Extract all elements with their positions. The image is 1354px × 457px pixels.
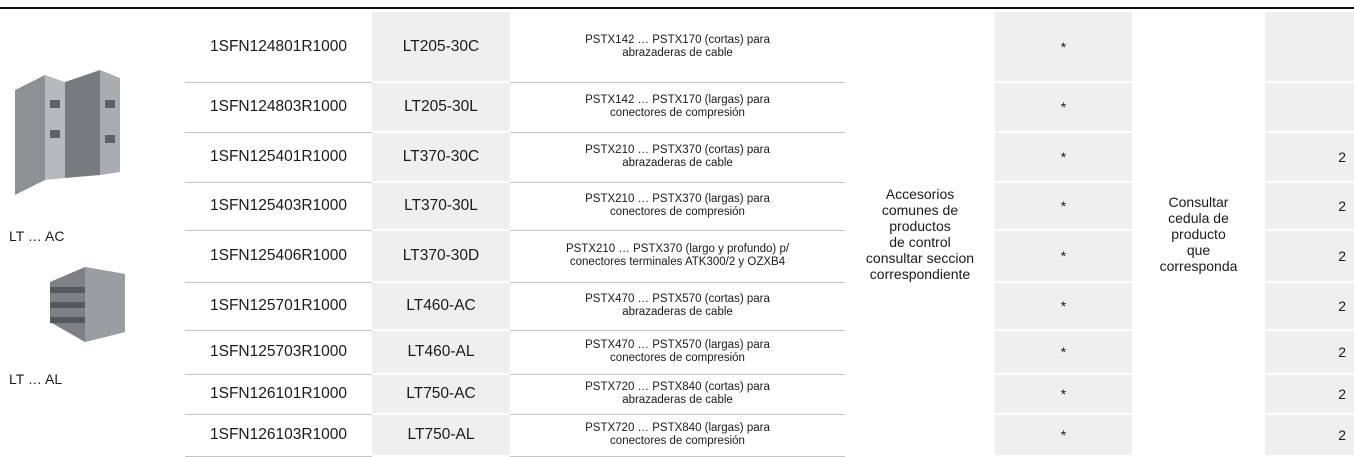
type-code: LT460-AL [372,330,510,375]
order-code: 1SFN125403R1000 [185,182,372,231]
table-row: 1SFN125406R1000 LT370-30D PSTX210 … PSTX37… [185,230,1354,283]
order-code: 1SFN124801R1000 [185,12,372,83]
text-line: comunes de [881,202,959,218]
table-row: 1SFN124803R1000 LT205-30L PSTX142 … PSTX17… [185,82,1354,133]
text-line: PSTX142 … PSTX170 (cortas) para [585,33,770,46]
description: PSTX210 … PSTX370 (cortas) para abrazader… [510,132,845,183]
description: PSTX470 … PSTX570 (cortas) para abrazader… [510,282,845,331]
order-code: 1SFN125401R1000 [185,132,372,183]
order-code: 1SFN126103R1000 [185,414,372,457]
text-line: PSTX470 … PSTX570 (cortas) para [585,293,770,305]
text-line: que [1186,242,1211,258]
text-line: PSTX142 … PSTX170 (largas) para [585,94,770,106]
description: PSTX210 … PSTX370 (largo y profundo) p/c… [510,230,845,283]
accessory-table: 1SFN124801R1000 LT205-30C PSTX142 … PSTX17… [185,12,1354,457]
description: PSTX210 … PSTX370 (largas) para conectore… [510,182,845,231]
text-line: corresponda [1159,258,1238,274]
table-row: 1SFN125703R1000 LT460-AL PSTX470 … PSTX570… [185,330,1354,375]
top-rule [0,7,1354,9]
text-line: conectores terminales ATK300/2 y OZXB4 [569,256,786,268]
description: PSTX142 … PSTX170 (largas) para conectore… [510,82,845,133]
type-code: LT370-30C [372,132,510,183]
mark: * [995,230,1132,283]
order-code: 1SFN125703R1000 [185,330,372,375]
mark: * [995,414,1132,457]
text-line: conectores de compresión [610,206,745,218]
text-line: Consultar [1168,194,1229,210]
order-code: 1SFN125406R1000 [185,230,372,283]
text-line: PSTX470 … PSTX570 (largas) para [585,339,770,351]
type-code: LT205-30C [372,12,510,83]
text-line: PSTX720 … PSTX840 (largas) para [585,422,770,434]
mark: * [995,374,1132,415]
order-code: 1SFN124803R1000 [185,82,372,133]
text-line: cedula de [1168,210,1229,226]
table-row: 1SFN126101R1000 LT750-AC PSTX720 … PSTX840… [185,374,1354,415]
description: PSTX720 … PSTX840 (cortas) para abrazader… [510,374,845,415]
text-line: correspondiente [869,266,971,282]
table-row: 1SFN126103R1000 LT750-AL PSTX720 … PSTX840… [185,414,1354,457]
description: PSTX720 … PSTX840 (largas) para conectore… [510,414,845,457]
text-line: abrazaderas de cable [622,157,733,169]
text-line: PSTX210 … PSTX370 (largas) para [585,193,770,205]
text-line: conectores de compresión [610,107,745,119]
order-code: 1SFN126101R1000 [185,374,372,415]
description: PSTX470 … PSTX570 (largas) para conectore… [510,330,845,375]
mark: * [995,12,1132,83]
quantity [1265,12,1354,83]
quantity: 2 [1265,374,1354,415]
type-code: LT370-30L [372,182,510,231]
shared-ref: Consultar cedula de producto que corresponda [1132,12,1265,456]
table-row: 1SFN125401R1000 LT370-30C PSTX210 … PSTX37… [185,132,1354,183]
mark: * [995,132,1132,183]
text-line: consultar seccion [865,250,975,266]
text-line: de control [889,234,951,250]
mark: * [995,330,1132,375]
text-line: PSTX210 … PSTX370 (largo y profundo) p/ [565,243,790,255]
text-line: abrazaderas de cable [622,394,733,406]
text-line: abrazaderas de cable [622,306,733,318]
quantity: 2 [1265,414,1354,457]
quantity: 2 [1265,182,1354,231]
quantity: 2 [1265,230,1354,283]
text-line: producto [1171,226,1226,242]
text-line: Accesorios [885,186,955,202]
description: PSTX142 … PSTX170 (cortas) para abrazader… [510,12,845,83]
table-row: 1SFN125403R1000 LT370-30L PSTX210 … PSTX37… [185,182,1354,231]
text-line: PSTX210 … PSTX370 (cortas) para [585,144,770,156]
photo-label: LT … AC [9,228,65,244]
order-code: 1SFN125701R1000 [185,282,372,331]
type-code: LT370-30D [372,230,510,283]
type-code: LT750-AC [372,374,510,415]
quantity [1265,82,1354,133]
quantity: 2 [1265,330,1354,375]
table-row: 1SFN125701R1000 LT460-AC PSTX470 … PSTX570… [185,282,1354,331]
product-photo [15,70,120,195]
mark: * [995,182,1132,231]
text-line: productos [889,218,951,234]
text-line: conectores de compresión [610,435,745,447]
mark: * [995,82,1132,133]
photo-label: LT … AL [9,371,63,387]
text-line: conectores de compresión [610,352,745,364]
quantity: 2 [1265,132,1354,183]
type-code: LT460-AC [372,282,510,331]
product-photo [50,267,125,342]
type-code: LT205-30L [372,82,510,133]
shared-note: Accesorios comunes de productos de control c… [845,12,995,456]
text-line: PSTX720 … PSTX840 (cortas) para [585,381,770,393]
type-code: LT750-AL [372,414,510,457]
mark: * [995,282,1132,331]
text-line: abrazaderas de cable [622,46,733,59]
quantity: 2 [1265,282,1354,331]
table-row: 1SFN124801R1000 LT205-30C PSTX142 … PSTX17… [185,12,1354,456]
